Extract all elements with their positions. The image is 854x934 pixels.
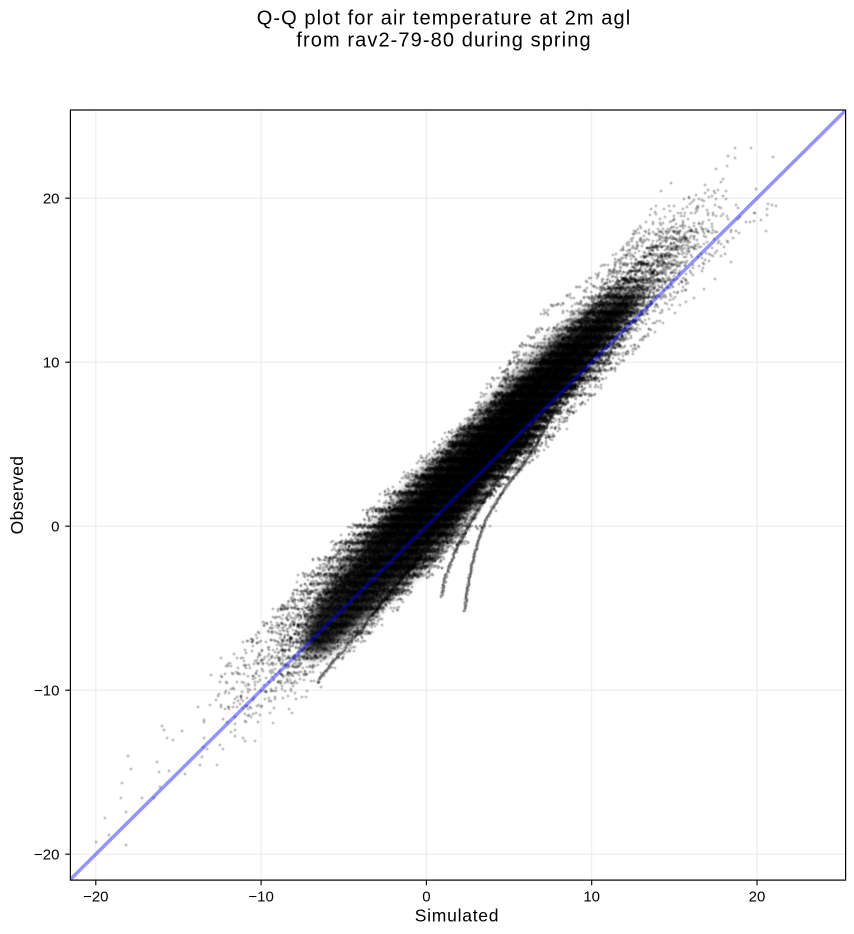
svg-text:Q-Q plot for air temperature a: Q-Q plot for air temperature at 2m agl [257, 7, 632, 29]
svg-text:from rav2-79-80 during spring: from rav2-79-80 during spring [296, 30, 591, 52]
svg-text:−20: −20 [34, 846, 59, 863]
svg-text:0: 0 [422, 888, 430, 905]
svg-text:10: 10 [43, 354, 60, 371]
svg-text:20: 20 [43, 190, 60, 207]
svg-text:20: 20 [749, 888, 766, 905]
svg-text:−10: −10 [248, 888, 273, 905]
svg-text:Observed: Observed [7, 456, 27, 535]
svg-text:10: 10 [583, 888, 600, 905]
svg-text:−20: −20 [83, 888, 108, 905]
svg-text:Simulated: Simulated [415, 906, 500, 926]
svg-text:0: 0 [51, 518, 59, 535]
svg-text:−10: −10 [34, 682, 59, 699]
